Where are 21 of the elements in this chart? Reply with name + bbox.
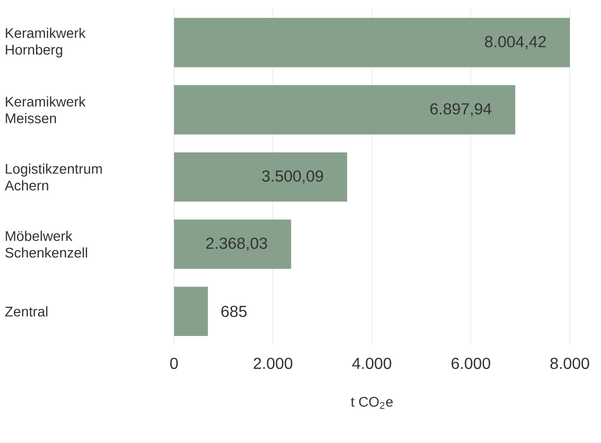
x-tick-label: 6.000 bbox=[452, 358, 490, 370]
data-label: 2.368,03 bbox=[206, 238, 268, 251]
bar bbox=[174, 286, 208, 336]
bar bbox=[174, 152, 348, 202]
x-tick-label: 2.000 bbox=[254, 358, 292, 370]
y-tick-label: Zentral bbox=[5, 306, 48, 317]
x-axis-title: t CO$_{2}$e bbox=[350, 396, 393, 409]
bar bbox=[174, 18, 570, 68]
x-tick-label: 8.000 bbox=[550, 358, 590, 370]
y-tick-label: Keramikwerk Hornberg bbox=[6, 28, 86, 58]
y-tick-label: Logistikzentrum Achern bbox=[4, 164, 102, 190]
y-tick-label: Keramikwerk Meissen bbox=[6, 96, 86, 124]
bar bbox=[174, 220, 292, 269]
x-tick-label: 0 bbox=[170, 358, 178, 370]
data-label: 8.004,42 bbox=[484, 36, 546, 50]
bar bbox=[174, 85, 516, 134]
data-label: 685 bbox=[221, 306, 247, 318]
y-tick-label: Möbelwerk Schenkenzell bbox=[5, 230, 88, 258]
x-tick-label: 4.000 bbox=[352, 358, 392, 370]
data-label: 3.500,09 bbox=[262, 170, 323, 184]
data-label: 6.897,94 bbox=[430, 103, 492, 116]
